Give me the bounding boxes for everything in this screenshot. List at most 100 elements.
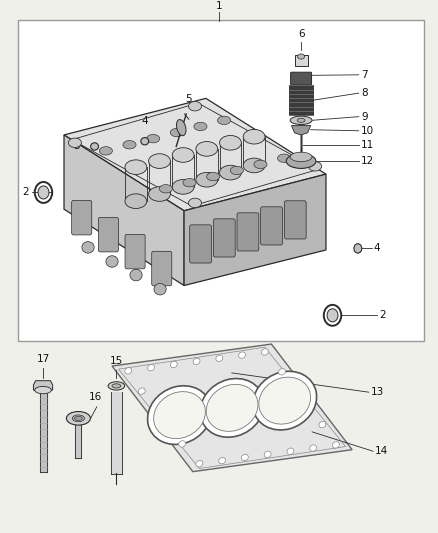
Ellipse shape	[35, 386, 51, 394]
Ellipse shape	[286, 154, 316, 168]
Ellipse shape	[243, 130, 265, 144]
Ellipse shape	[310, 445, 317, 451]
Ellipse shape	[319, 422, 326, 428]
Ellipse shape	[67, 411, 90, 425]
Ellipse shape	[130, 269, 142, 281]
Text: 15: 15	[110, 356, 123, 366]
Ellipse shape	[154, 284, 166, 295]
Text: 17: 17	[36, 354, 49, 364]
Ellipse shape	[327, 309, 338, 322]
Text: 12: 12	[361, 156, 374, 166]
Ellipse shape	[148, 386, 212, 445]
FancyBboxPatch shape	[261, 207, 283, 245]
Text: 10: 10	[361, 126, 374, 136]
Ellipse shape	[216, 355, 223, 361]
Ellipse shape	[219, 165, 241, 180]
Polygon shape	[184, 174, 326, 286]
Text: 9: 9	[361, 111, 367, 122]
Ellipse shape	[188, 198, 201, 208]
Polygon shape	[291, 126, 311, 135]
Text: 5: 5	[185, 94, 192, 103]
Ellipse shape	[196, 461, 203, 467]
Text: 6: 6	[298, 29, 304, 39]
Ellipse shape	[108, 382, 125, 390]
Ellipse shape	[125, 160, 147, 174]
Text: 14: 14	[375, 446, 389, 456]
FancyBboxPatch shape	[284, 201, 306, 239]
Bar	[18, 20, 424, 342]
Ellipse shape	[253, 372, 317, 430]
Ellipse shape	[230, 166, 244, 175]
Text: 3: 3	[73, 141, 79, 151]
Ellipse shape	[241, 454, 248, 461]
Ellipse shape	[183, 179, 196, 187]
Polygon shape	[64, 135, 184, 286]
Ellipse shape	[99, 147, 113, 155]
FancyBboxPatch shape	[213, 219, 235, 257]
Ellipse shape	[172, 180, 194, 194]
Ellipse shape	[123, 141, 136, 149]
FancyBboxPatch shape	[294, 55, 307, 66]
Text: 7: 7	[361, 70, 367, 80]
Ellipse shape	[297, 54, 304, 59]
Ellipse shape	[125, 194, 147, 208]
Text: 4: 4	[374, 244, 380, 253]
Ellipse shape	[278, 154, 291, 163]
Ellipse shape	[239, 352, 246, 358]
Ellipse shape	[308, 161, 321, 171]
Polygon shape	[64, 99, 326, 211]
FancyBboxPatch shape	[72, 200, 92, 235]
Ellipse shape	[200, 378, 264, 437]
FancyBboxPatch shape	[190, 225, 212, 263]
FancyBboxPatch shape	[152, 251, 172, 286]
Ellipse shape	[147, 134, 160, 143]
Ellipse shape	[219, 457, 226, 464]
Ellipse shape	[179, 441, 186, 447]
Ellipse shape	[159, 184, 173, 193]
Text: 2: 2	[379, 310, 385, 320]
FancyBboxPatch shape	[125, 235, 145, 269]
Ellipse shape	[148, 154, 170, 168]
Ellipse shape	[68, 138, 81, 148]
Ellipse shape	[264, 451, 271, 457]
Ellipse shape	[82, 241, 94, 253]
Ellipse shape	[254, 160, 267, 168]
Ellipse shape	[196, 142, 218, 156]
Ellipse shape	[279, 369, 286, 375]
Ellipse shape	[125, 368, 132, 374]
Ellipse shape	[177, 119, 186, 136]
Text: 13: 13	[371, 387, 384, 397]
Ellipse shape	[218, 116, 231, 125]
FancyBboxPatch shape	[99, 217, 118, 252]
Ellipse shape	[287, 448, 294, 455]
Polygon shape	[33, 381, 53, 390]
Ellipse shape	[72, 415, 85, 422]
Ellipse shape	[290, 152, 312, 161]
Ellipse shape	[148, 365, 155, 371]
Ellipse shape	[170, 361, 177, 368]
Ellipse shape	[188, 101, 201, 111]
Ellipse shape	[332, 442, 339, 448]
Ellipse shape	[243, 158, 265, 173]
Ellipse shape	[138, 388, 145, 394]
Ellipse shape	[193, 358, 200, 365]
Text: 4: 4	[141, 116, 148, 126]
Text: 8: 8	[361, 88, 367, 98]
Ellipse shape	[148, 187, 170, 201]
FancyBboxPatch shape	[237, 213, 259, 251]
Ellipse shape	[207, 172, 220, 181]
Ellipse shape	[194, 122, 207, 131]
Ellipse shape	[74, 416, 82, 421]
FancyBboxPatch shape	[290, 72, 311, 85]
Ellipse shape	[297, 118, 305, 123]
Text: 16: 16	[88, 392, 102, 401]
Text: 2: 2	[22, 188, 28, 197]
Text: 11: 11	[361, 140, 374, 150]
Ellipse shape	[112, 384, 121, 388]
Ellipse shape	[141, 138, 149, 145]
Ellipse shape	[91, 143, 99, 150]
Ellipse shape	[38, 186, 49, 199]
Ellipse shape	[259, 377, 311, 424]
Ellipse shape	[196, 172, 218, 187]
Ellipse shape	[170, 128, 184, 137]
